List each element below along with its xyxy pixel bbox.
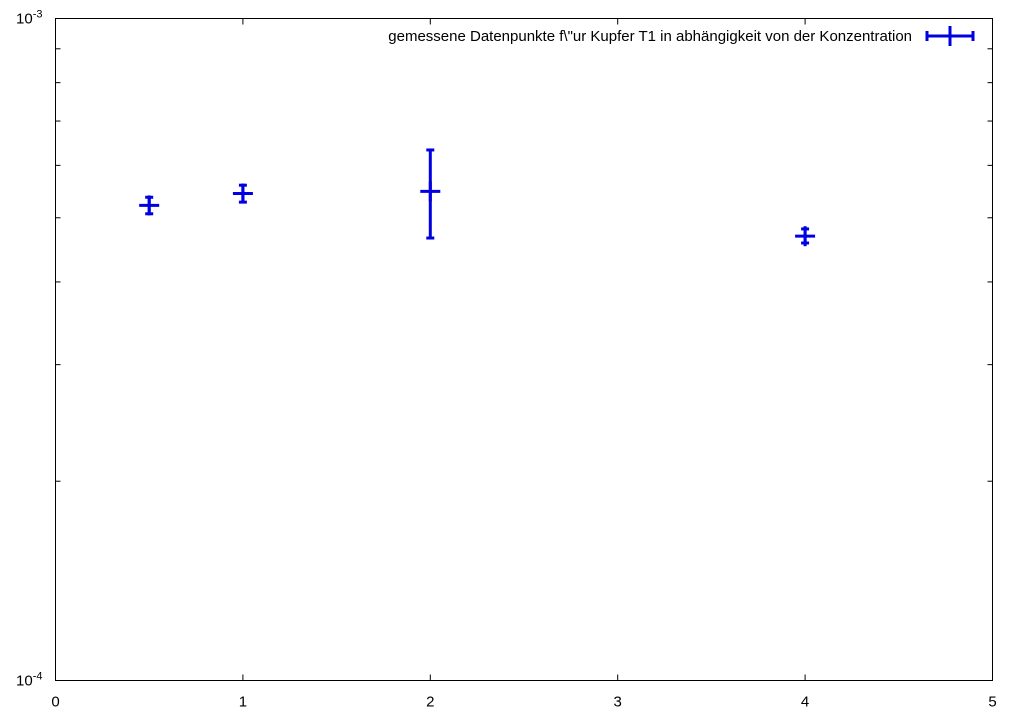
plot-area-frame	[55, 18, 993, 681]
data-point	[139, 195, 160, 216]
legend: gemessene Datenpunkte f\"ur Kupfer T1 in…	[388, 26, 975, 46]
y-tick-label-exponent: -3	[33, 9, 43, 21]
x-tick-label: 3	[614, 694, 622, 711]
legend-sample	[925, 26, 975, 46]
data-marks	[139, 148, 816, 247]
x-tick-label: 1	[239, 694, 247, 711]
y-tick-label-exponent: -4	[33, 671, 43, 683]
y-tick-label-base: 10	[16, 673, 33, 690]
legend-label: gemessene Datenpunkte f\"ur Kupfer T1 in…	[388, 28, 912, 45]
y-tick-label-base: 10	[16, 11, 33, 28]
x-tick-label: 4	[801, 694, 809, 711]
data-point	[232, 183, 253, 204]
y-tick-label: 10-3	[16, 9, 42, 28]
data-point	[795, 226, 816, 247]
x-tick-label: 5	[988, 694, 996, 711]
data-point	[420, 148, 441, 240]
x-tick-label: 0	[51, 694, 59, 711]
axes: 0 1 2 3 4 510-410-3	[16, 9, 997, 711]
x-tick-label: 2	[426, 694, 434, 711]
y-tick-label: 10-4	[16, 671, 42, 690]
